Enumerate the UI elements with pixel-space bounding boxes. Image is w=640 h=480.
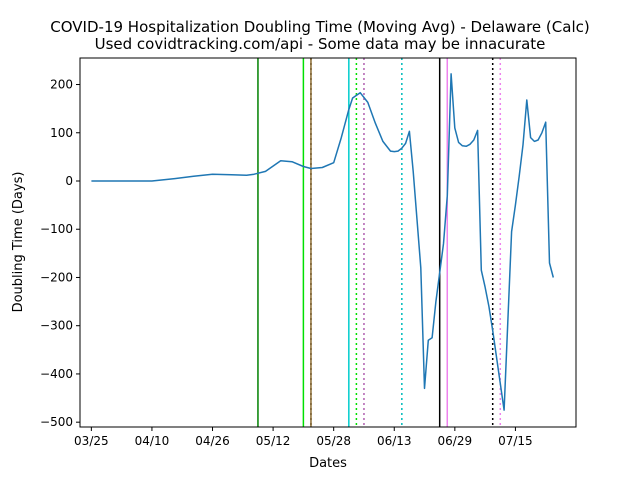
chart-title: COVID-19 Hospitalization Doubling Time (… (50, 18, 589, 36)
y-tick-label: −400 (40, 367, 73, 381)
y-axis-label: Doubling Time (Days) (11, 172, 26, 313)
plot-frame (79, 57, 577, 428)
y-axis: 200 100 0 −100 −200 −300 −400 −500 (40, 78, 80, 429)
x-axis: 03/25 04/10 04/26 05/12 05/28 06/13 06/29 07/15 (74, 427, 533, 448)
x-tick-label: 05/12 (256, 434, 291, 448)
y-tick-label: 100 (50, 126, 73, 140)
y-tick-label: −500 (40, 415, 73, 429)
y-tick-label: 0 (65, 174, 73, 188)
x-tick-label: 04/26 (195, 434, 230, 448)
x-tick-label: 04/10 (135, 434, 170, 448)
x-tick-label: 05/28 (316, 434, 351, 448)
y-tick-label: −200 (40, 270, 73, 284)
series-line (91, 73, 555, 411)
x-tick-label: 03/25 (74, 434, 109, 448)
vertical-marker-lines (257, 58, 502, 427)
y-tick-label: 200 (50, 78, 73, 92)
x-tick-label: 06/29 (438, 434, 473, 448)
y-tick-label: −100 (40, 222, 73, 236)
series-layer (91, 73, 555, 411)
x-axis-label: Dates (309, 456, 347, 471)
chart-subtitle: Used covidtracking.com/api - Some data m… (95, 35, 546, 53)
x-tick-label: 06/13 (377, 434, 412, 448)
x-tick-label: 07/15 (498, 434, 533, 448)
y-tick-label: −300 (40, 319, 73, 333)
